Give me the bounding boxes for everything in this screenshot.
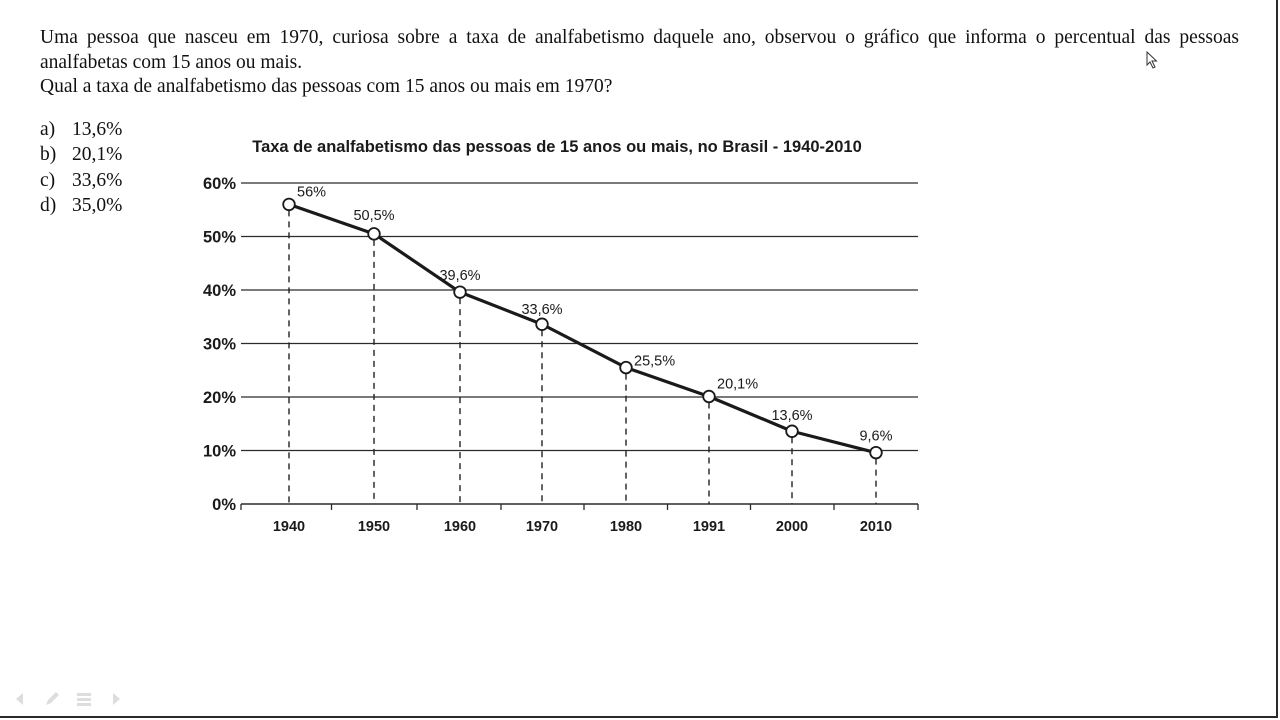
option-text: 20,1%: [72, 144, 123, 166]
data-label: 9,6%: [859, 429, 892, 445]
menu-icon[interactable]: [74, 689, 94, 709]
series-line: [288, 202, 877, 455]
y-tick-label: 30%: [203, 336, 236, 354]
x-tick-label: 2010: [860, 519, 892, 535]
answer-option-d[interactable]: d) 35,0%: [40, 193, 122, 218]
data-point-marker: [367, 227, 381, 241]
option-letter: b): [40, 144, 57, 166]
answer-options: a) 13,6% b) 20,1% c) 33,6% d) 35,0%: [40, 117, 122, 218]
x-tick-label: 1970: [526, 519, 558, 535]
data-label: 50,5%: [353, 208, 394, 224]
option-text: 33,6%: [72, 169, 123, 191]
data-label: 33,6%: [521, 302, 562, 318]
arrow-right-icon[interactable]: [106, 689, 126, 709]
arrow-left-icon[interactable]: [10, 689, 30, 709]
answer-option-a[interactable]: a) 13,6%: [40, 117, 122, 142]
data-label: 20,1%: [717, 376, 758, 392]
x-tick-label: 1991: [693, 519, 725, 535]
data-point-marker: [869, 445, 883, 460]
chart-title: Taxa de analfabetismo das pessoas de 15 …: [252, 138, 862, 156]
x-tick-label: 1940: [273, 519, 305, 535]
y-tick-label: 0%: [212, 496, 236, 514]
y-tick-label: 40%: [203, 282, 236, 300]
data-point-marker: [785, 424, 799, 438]
data-label: 56%: [297, 184, 326, 200]
x-tick-label: 1980: [610, 519, 642, 535]
option-letter: a): [40, 119, 56, 140]
y-tick-label: 50%: [203, 229, 236, 247]
option-letter: c): [40, 169, 56, 191]
x-tick-label: 1950: [358, 519, 390, 535]
option-text: 13,6%: [72, 119, 123, 140]
y-tick-label: 60%: [203, 175, 236, 193]
slide-controls: [10, 689, 126, 709]
option-text: 35,0%: [72, 194, 123, 216]
data-point-marker: [535, 317, 549, 331]
answer-option-b[interactable]: b) 20,1%: [40, 142, 122, 167]
data-label: 39,6%: [439, 268, 480, 284]
mouse-cursor-icon: [1146, 51, 1158, 69]
data-point-marker: [282, 197, 296, 212]
x-tick-label: 1960: [444, 519, 476, 535]
option-letter: d): [40, 194, 57, 216]
question-paragraph-prompt: Qual a taxa de analfabetismo das pessoas…: [40, 76, 613, 97]
data-label: 25,5%: [634, 354, 675, 370]
y-tick-label: 20%: [203, 389, 236, 407]
answer-option-c[interactable]: c) 33,6%: [40, 168, 122, 193]
data-label: 13,6%: [771, 408, 812, 424]
data-point-marker: [619, 360, 633, 375]
data-point-marker: [453, 285, 467, 299]
data-point-marker: [702, 389, 716, 404]
question-text: Uma pessoa que nasceu em 1970, curiosa s…: [40, 26, 1239, 100]
question-paragraph-context: Uma pessoa que nasceu em 1970, curiosa s…: [40, 27, 1239, 73]
literacy-line-chart: Taxa de analfabetismo das pessoas de 15 …: [203, 138, 919, 535]
y-tick-label: 10%: [203, 443, 236, 461]
pen-icon[interactable]: [42, 689, 62, 709]
x-tick-label: 2000: [776, 519, 808, 535]
